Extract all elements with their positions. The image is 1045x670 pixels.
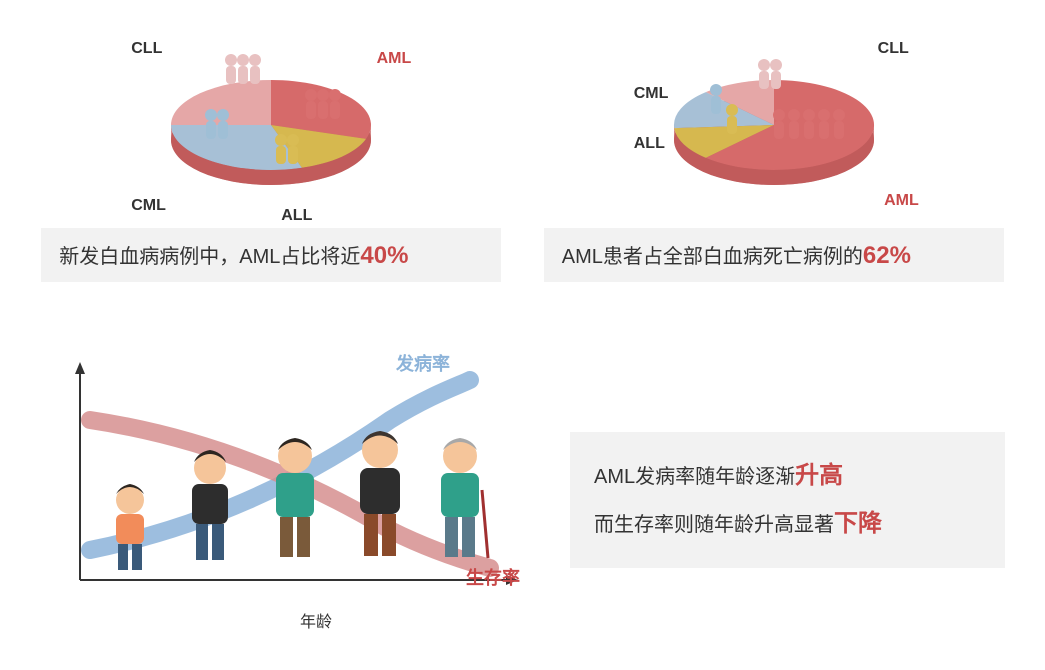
pie-left-caption-text: 新发白血病病例中，AML占比将近 [59, 246, 360, 268]
age-person-5 [441, 438, 488, 558]
line1-prefix: AML发病率随年龄逐渐 [594, 466, 795, 488]
survival-label: 生存率 [466, 564, 520, 590]
line2-accent: 下降 [834, 510, 882, 537]
pie-right-caption-text: AML患者占全部白血病死亡病例的 [562, 246, 863, 268]
bottom-caption-box: AML发病率随年龄逐渐升高 而生存率则随年龄升高显著下降 [570, 432, 1005, 568]
pie-left-caption: 新发白血病病例中，AML占比将近40% [41, 228, 501, 282]
pie-left-label-cml: CML [131, 197, 166, 215]
pie-right-svg [644, 20, 904, 220]
pie-left-label-all: ALL [281, 207, 312, 225]
people-r-all [726, 104, 738, 134]
age-chart-svg [40, 350, 540, 610]
incidence-label: 发病率 [396, 350, 450, 376]
pie-left-label-aml: AML [377, 50, 412, 68]
pie-right: CLL AML ALL CML [644, 20, 904, 220]
pie-left-svg [141, 20, 401, 220]
pie-charts-row: CLL AML ALL CML 新发白血病病例中，AML占比将近40% [40, 20, 1005, 300]
line1-accent: 升高 [795, 462, 843, 489]
pie-right-label-all: ALL [634, 135, 665, 153]
pie-left-label-cll: CLL [131, 40, 162, 58]
pie-left-block: CLL AML ALL CML 新发白血病病例中，AML占比将近40% [40, 20, 503, 300]
bottom-caption-line1: AML发病率随年龄逐渐升高 [594, 452, 981, 500]
pie-left: CLL AML ALL CML [141, 20, 401, 220]
pie-right-label-aml: AML [884, 192, 919, 210]
age-person-2 [192, 450, 228, 560]
age-person-3 [276, 438, 314, 557]
pie-right-block: CLL AML ALL CML AML患者占全部白血病死亡病例的62% [543, 20, 1006, 300]
pie-right-label-cml: CML [634, 85, 669, 103]
line2-prefix: 而生存率则随年龄升高显著 [594, 514, 834, 536]
people-cll [225, 54, 261, 84]
x-axis-label: 年龄 [300, 608, 332, 632]
people-aml [305, 89, 341, 119]
people-r-cml [710, 84, 722, 114]
bottom-caption-line2: 而生存率则随年龄升高显著下降 [594, 500, 981, 548]
age-person-1 [116, 484, 144, 570]
pie-right-label-cll: CLL [878, 40, 909, 58]
bottom-row: 发病率 生存率 年龄 AML发病率随年龄逐渐升高 而生存率则随年龄升高显著下降 [40, 350, 1005, 650]
pie-right-caption-accent: 62% [863, 242, 911, 269]
age-chart: 发病率 生存率 年龄 [40, 350, 540, 650]
pie-right-caption: AML患者占全部白血病死亡病例的62% [544, 228, 1004, 282]
age-person-4 [360, 431, 400, 556]
pie-left-caption-accent: 40% [360, 242, 408, 269]
people-r-aml [773, 109, 845, 139]
